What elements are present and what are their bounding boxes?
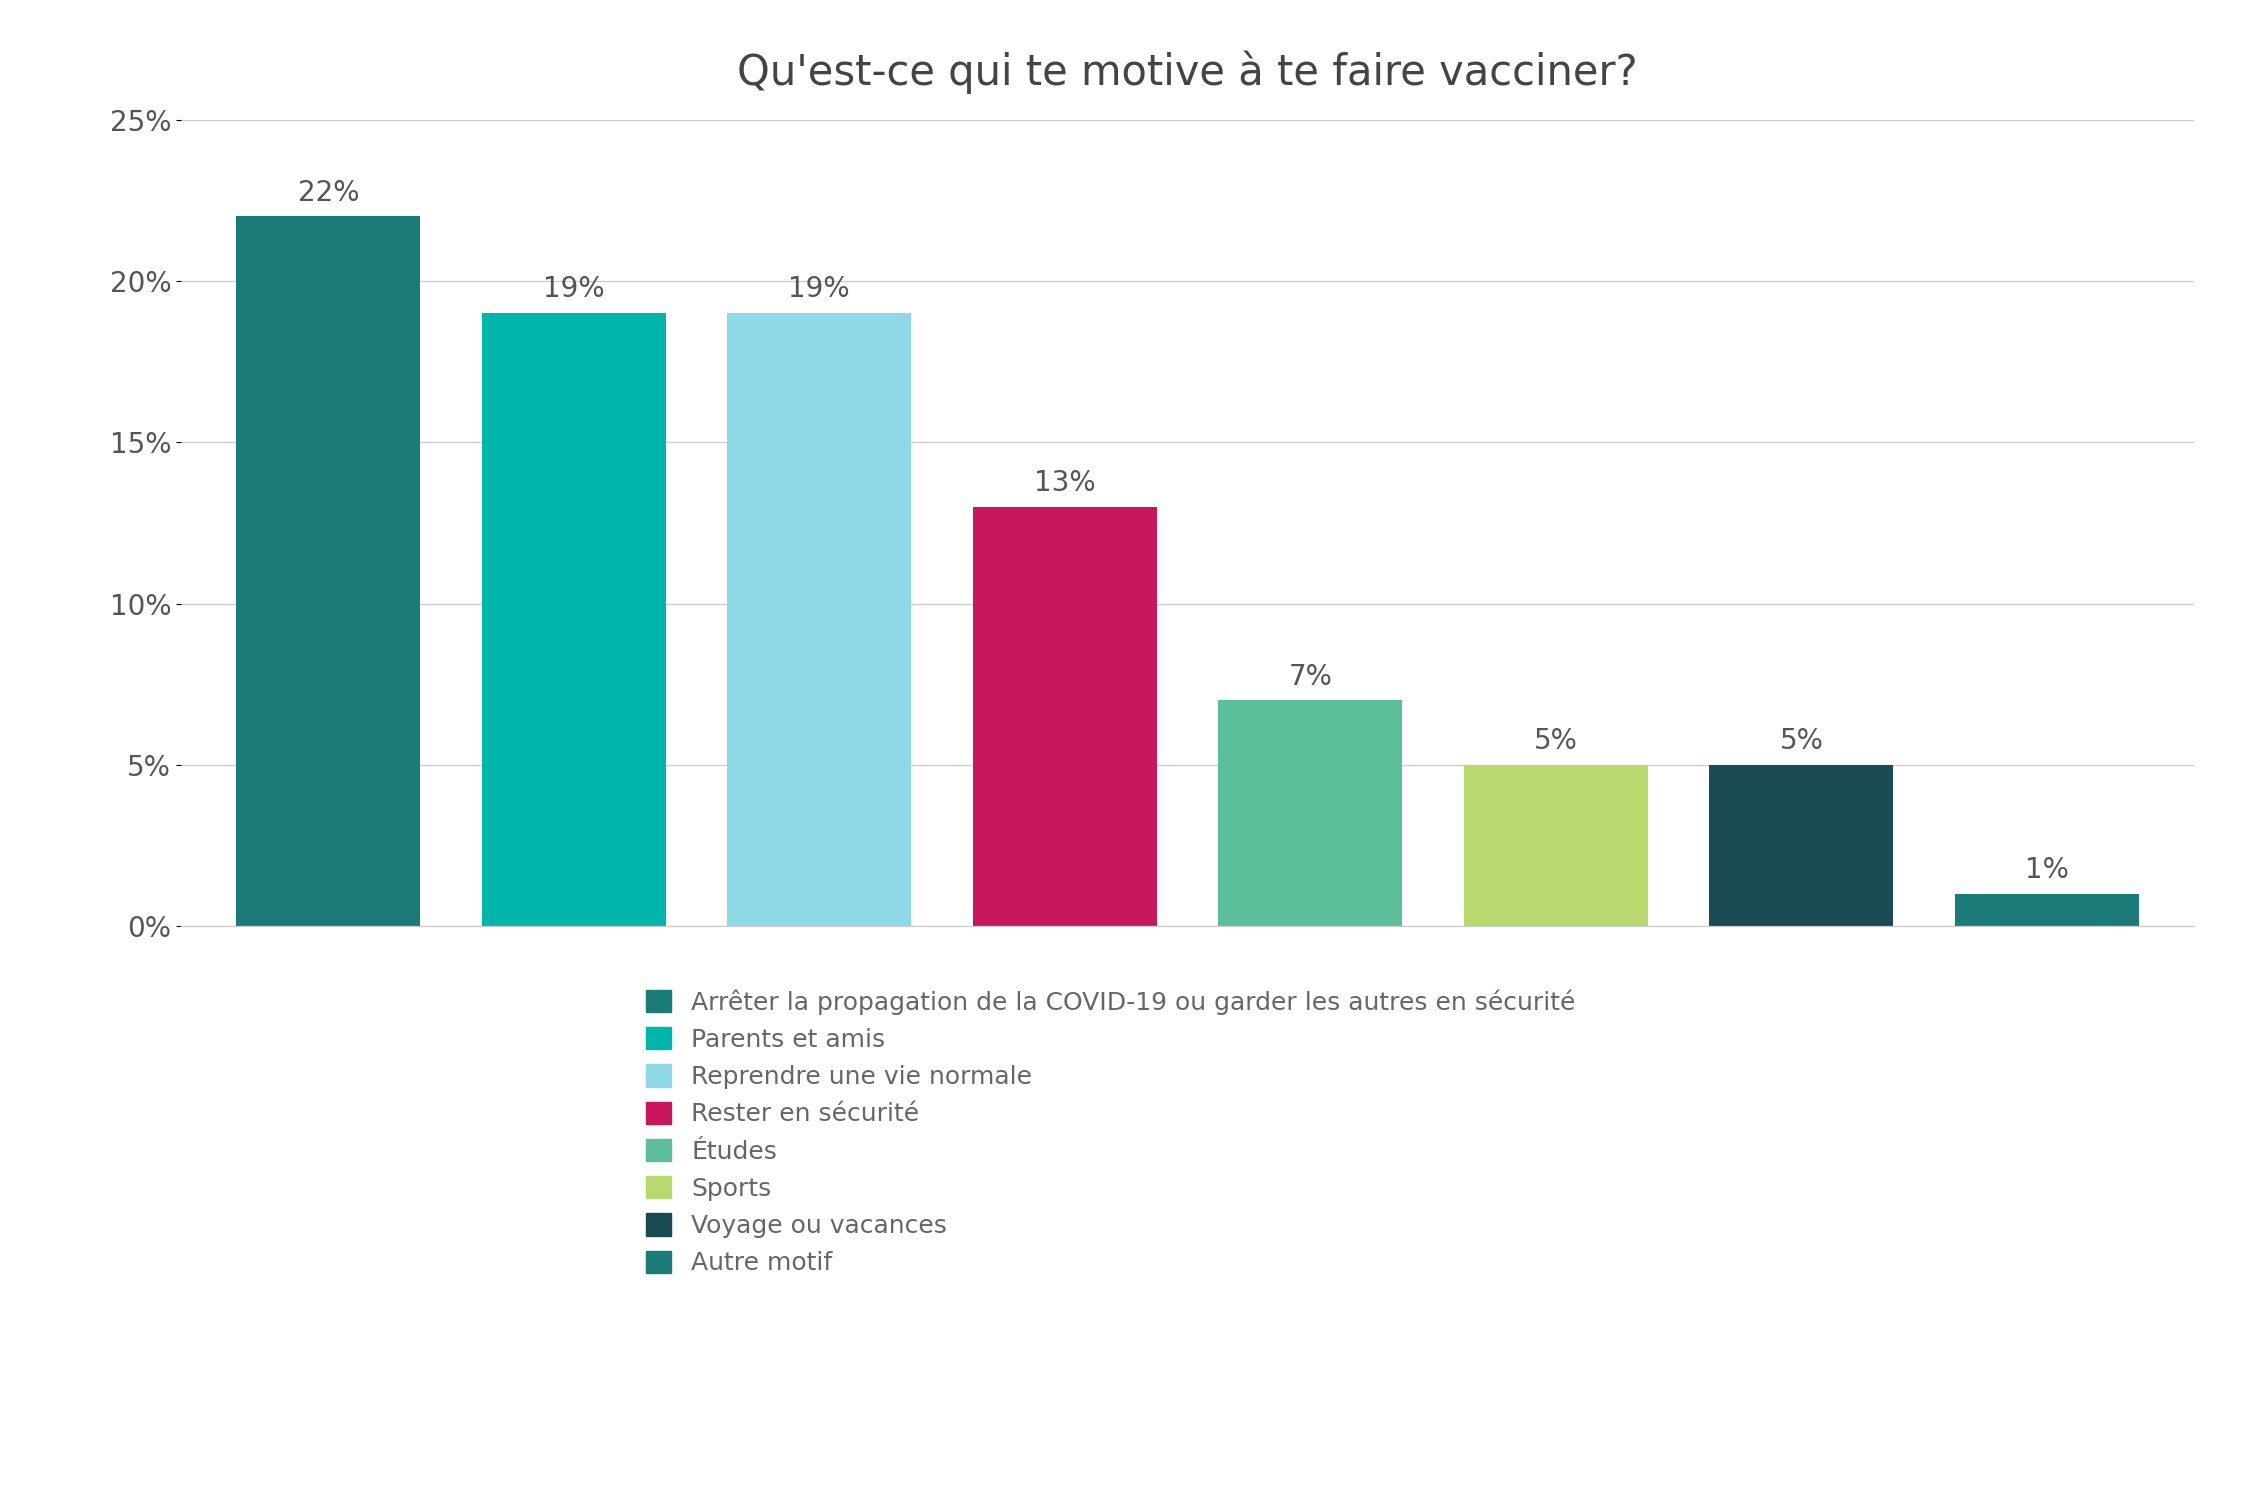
Title: Qu'est-ce qui te motive à te faire vacciner?: Qu'est-ce qui te motive à te faire vacci… [737, 51, 1638, 94]
Text: 19%: 19% [789, 275, 851, 303]
Text: 19%: 19% [543, 275, 604, 303]
Bar [1954, 893, 2140, 926]
Text: 13%: 13% [1034, 469, 1095, 498]
Bar [482, 314, 665, 926]
Text: 1%: 1% [2024, 856, 2070, 884]
Bar [1219, 701, 1402, 926]
Bar [726, 314, 912, 926]
Bar [235, 217, 421, 926]
Bar [1464, 765, 1649, 926]
Legend: Arrêter la propagation de la COVID-19 ou garder les autres en sécurité, Parents : Arrêter la propagation de la COVID-19 ou… [636, 979, 1586, 1285]
Text: 5%: 5% [1534, 728, 1579, 756]
Bar [973, 506, 1156, 926]
Bar [1710, 765, 1893, 926]
Text: 7%: 7% [1289, 663, 1332, 690]
Text: 22%: 22% [299, 179, 360, 206]
Text: 5%: 5% [1780, 728, 1823, 756]
